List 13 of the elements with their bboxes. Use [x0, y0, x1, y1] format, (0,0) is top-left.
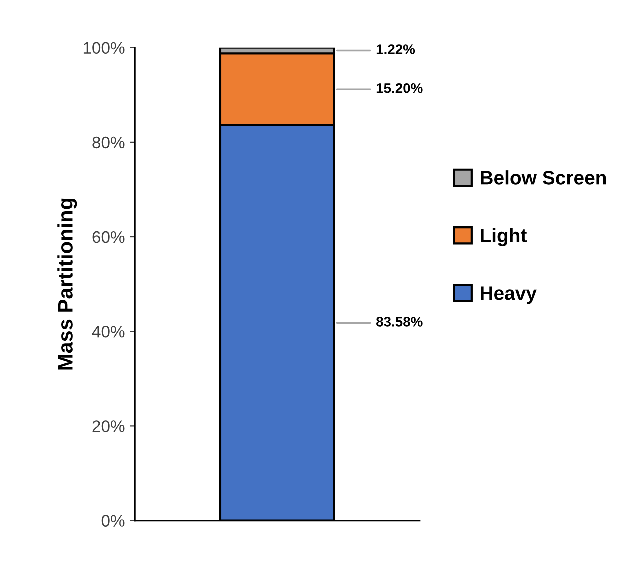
y-tick-label: 80%: [92, 136, 125, 149]
legend-label: Light: [481, 228, 527, 246]
legend-label: Below Screen: [481, 170, 606, 185]
legend-label: Heavy: [481, 286, 537, 304]
y-tick-label: 40%: [92, 326, 125, 338]
data-label: 1.22%: [376, 44, 416, 54]
data-label: 83.58%: [376, 317, 423, 327]
y-tick-label: 0%: [102, 515, 125, 527]
data-label: 15.20%: [376, 83, 423, 94]
y-tick-label: 100%: [84, 42, 125, 54]
y-axis-title: Mass Partitioning: [58, 198, 78, 370]
y-tick-label: 20%: [92, 420, 125, 432]
y-tick-label: 60%: [92, 231, 125, 244]
